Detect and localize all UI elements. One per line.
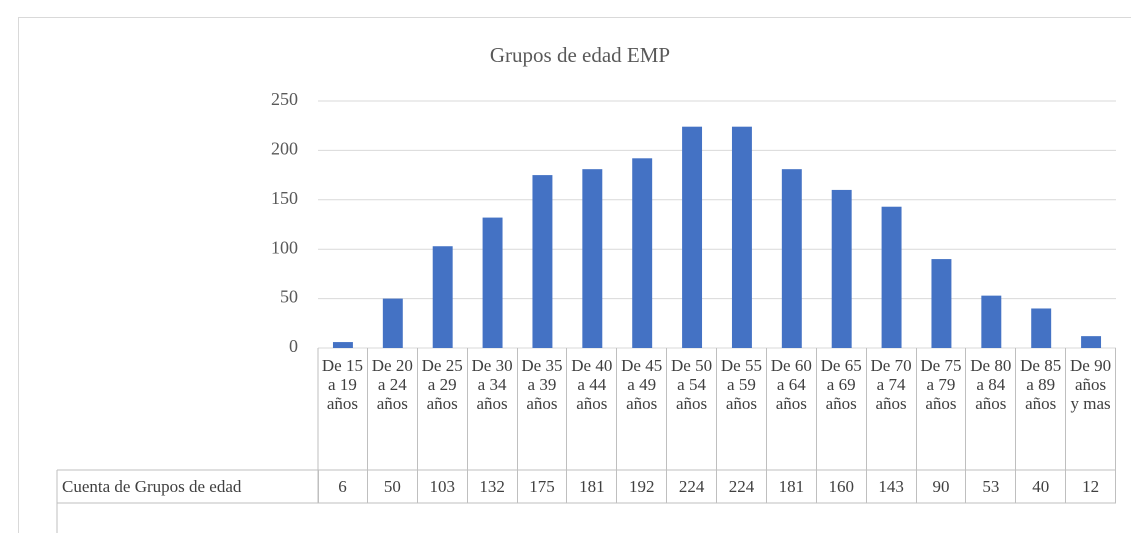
bar [382,298,403,348]
y-tick-label: 250 [271,89,298,109]
bar [831,189,852,348]
value-cell: 53 [966,470,1017,503]
y-tick-label: 0 [289,336,298,356]
y-tick-label: 200 [271,139,298,159]
category-label: De 45 a 49 años [617,348,668,470]
value-cell: 132 [468,470,518,503]
series-name: Cuenta de Grupos de edad [58,470,319,503]
value-cell-text: 6 [338,477,347,496]
y-tick-label: 150 [271,188,298,208]
value-cell-text: 224 [678,477,705,496]
bar [1031,308,1052,348]
value-cell: 90 [917,470,967,503]
value-cell-text: 192 [628,477,655,496]
series-name-text: Cuenta de Grupos de edad [62,477,242,496]
bar [1081,336,1102,348]
category-label-text: De 20 a 24 años [371,356,413,413]
category-label: De 60 a 64 años [767,348,817,470]
category-label: De 80 a 84 años [966,348,1017,470]
value-cell: 192 [617,470,668,503]
bar [881,206,902,348]
category-label-text: De 75 a 79 años [920,356,962,413]
category-label: De 20 a 24 años [368,348,418,470]
bar [682,126,703,348]
category-label: De 25 a 29 años [418,348,468,470]
category-label-text: De 55 a 59 años [720,356,762,413]
category-label: De 65 a 69 años [817,348,867,470]
category-label: De 30 a 34 años [468,348,518,470]
value-cell-text: 175 [529,477,555,496]
value-cell-text: 160 [828,477,854,496]
value-cell: 224 [717,470,767,503]
value-cell-text: 224 [728,477,755,496]
value-cell: 50 [368,470,418,503]
category-label: De 50 a 54 años [667,348,717,470]
bar [482,217,503,348]
y-tick-label: 50 [280,287,298,307]
category-label: De 90 años y mas [1066,348,1116,470]
value-cell-text: 132 [479,477,505,496]
category-label-text: De 45 a 49 años [621,356,663,413]
value-cell-text: 181 [778,477,805,496]
y-tick-label: 100 [271,237,298,257]
value-cell-text: 103 [429,477,455,496]
chart-border [18,17,1131,533]
bar [582,169,603,348]
category-label-text: De 30 a 34 años [471,356,513,413]
bar [532,175,553,348]
value-cell: 181 [767,470,817,503]
value-cell: 181 [567,470,618,503]
value-cell-text: 181 [579,477,605,496]
category-label-text: De 40 a 44 años [571,356,613,413]
value-cell-text: 40 [1032,477,1050,496]
category-label: De 55 a 59 años [717,348,767,470]
category-label-text: De 15 a 19 años [321,356,363,413]
bar [931,259,952,348]
value-cell-text: 90 [932,477,950,496]
category-label-text: De 85 a 89 años [1020,356,1062,413]
chart-title: Grupos de edad EMP [490,43,670,67]
category-label-text: De 35 a 39 años [521,356,563,413]
category-label: De 70 a 74 años [867,348,917,470]
category-label: De 40 a 44 años [567,348,618,470]
category-label-text: De 25 a 29 años [421,356,463,413]
bar [781,169,802,348]
value-cell: 143 [867,470,917,503]
category-label-text: De 80 a 84 años [970,356,1012,413]
category-label: De 15 a 19 años [318,348,368,470]
category-label: De 85 a 89 años [1016,348,1067,470]
category-label-text: De 50 a 54 años [671,356,713,413]
value-cell: 6 [318,470,368,503]
bar [731,126,752,348]
category-label-text: De 90 años y mas [1070,356,1112,413]
category-label-text: De 70 a 74 años [870,356,912,413]
category-label-text: De 60 a 64 años [770,356,812,413]
bar [332,342,353,348]
value-cell: 160 [817,470,867,503]
value-cell: 224 [667,470,717,503]
value-cell: 103 [418,470,468,503]
value-cell-text: 53 [982,477,1000,496]
value-cell-text: 143 [878,477,904,496]
category-label-text: De 65 a 69 años [820,356,862,413]
value-cell: 175 [518,470,568,503]
bar [432,246,453,348]
value-cell: 12 [1066,470,1116,503]
bar [632,158,653,348]
value-cell-text: 12 [1082,477,1100,496]
category-label: De 35 a 39 años [518,348,568,470]
value-cell: 40 [1016,470,1067,503]
bar [981,295,1002,348]
value-cell-text: 50 [383,477,401,496]
category-label: De 75 a 79 años [917,348,967,470]
